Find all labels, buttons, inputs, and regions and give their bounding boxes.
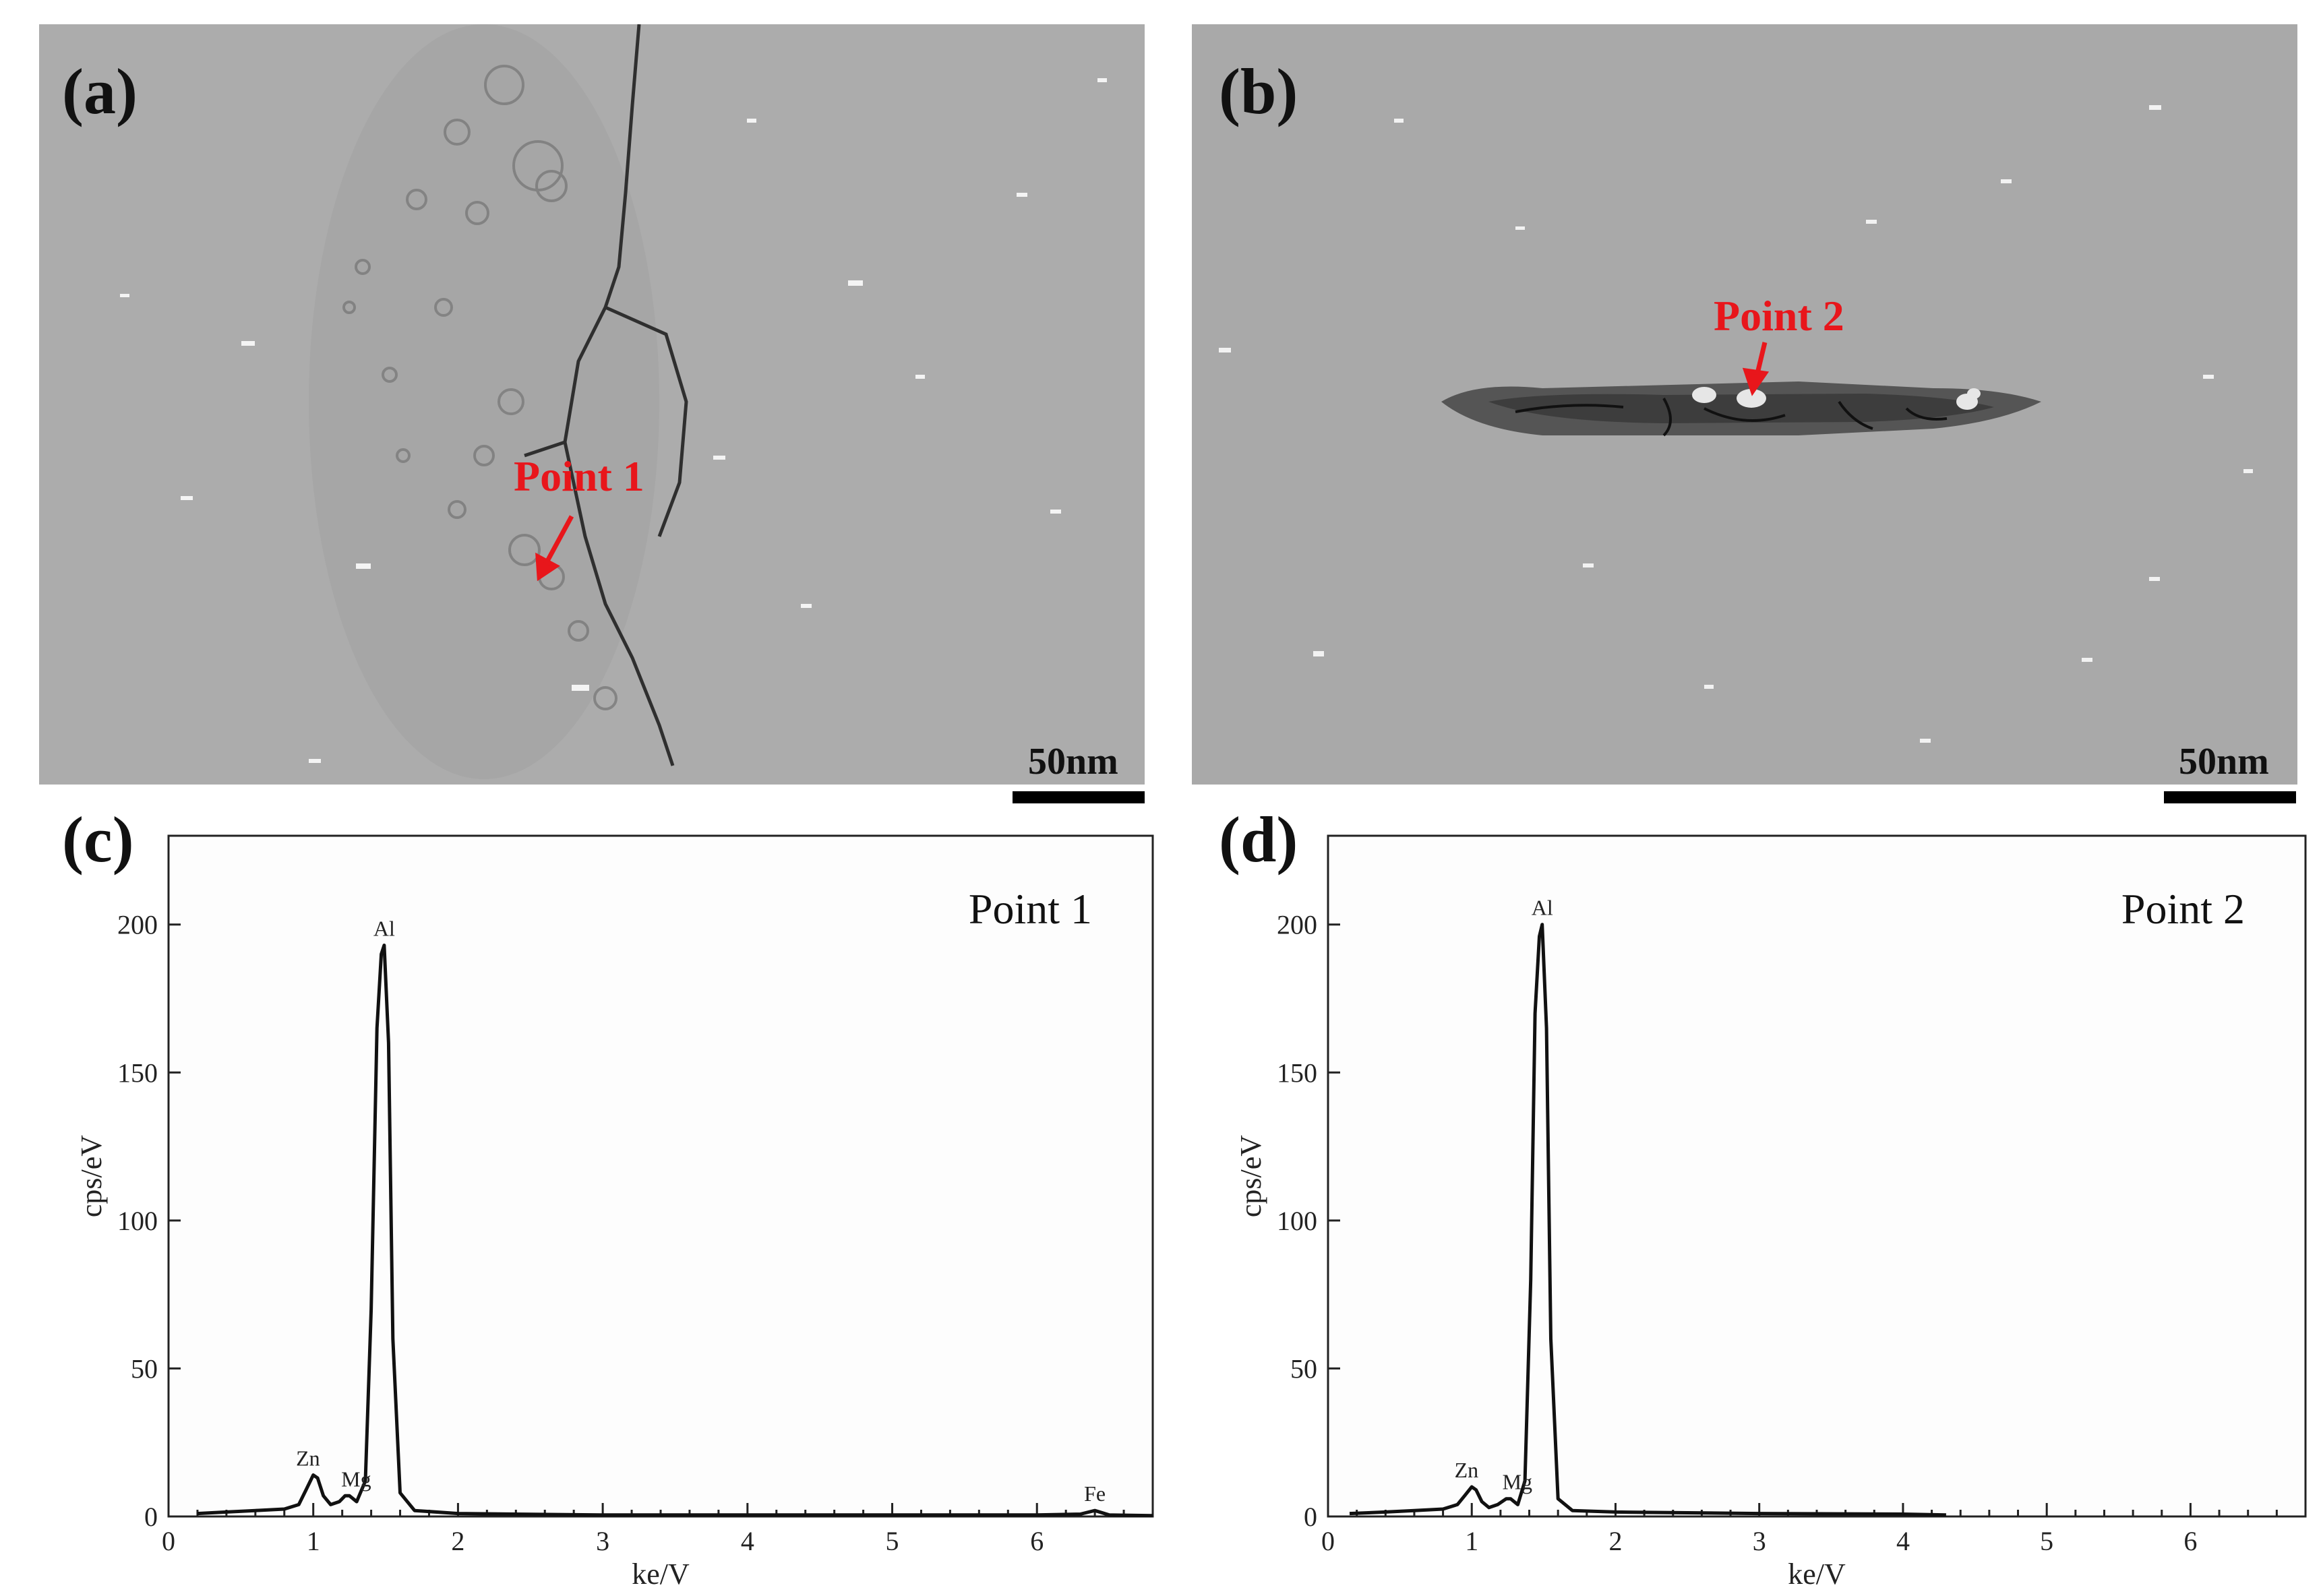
- scale-bar-label-b: 50nm: [2179, 741, 2269, 782]
- x-tick-label: 0: [1321, 1526, 1335, 1556]
- eds-chart-c: 0 50 100 150 200 0 1 2 3 4 5 6 ke/V cps/eV Point 1 Zn Mg…: [67, 829, 1159, 1591]
- x-tick-label: 1: [1465, 1526, 1478, 1556]
- y-tick-label: 50: [131, 1353, 158, 1384]
- y-tick-label: 150: [117, 1057, 158, 1088]
- x-axis-label: ke/V: [1788, 1558, 1846, 1591]
- chart-title: Point 1: [969, 885, 1092, 933]
- y-tick-label: 100: [117, 1206, 158, 1236]
- y-axis-label: cps/eV: [75, 1135, 108, 1217]
- sem-texture-b: [1192, 24, 2297, 785]
- eds-plot-c: 0 50 100 150 200 0 1 2 3 4 5 6 ke/V cps/eV Point 1 Zn Mg…: [75, 834, 1154, 1591]
- x-tick-label: 6: [2183, 1526, 2197, 1556]
- spectrum-line: [197, 944, 1153, 1518]
- y-tick-label: 200: [117, 910, 158, 940]
- chart-title: Point 2: [2121, 885, 2245, 933]
- x-tick-label: 2: [451, 1526, 464, 1556]
- x-tick-label: 6: [1030, 1526, 1044, 1556]
- peak-label-zn: Zn: [296, 1446, 320, 1471]
- plot-frame: [1327, 834, 2307, 1518]
- plot-frame: [167, 834, 1154, 1518]
- x-tick-label: 4: [1896, 1526, 1910, 1556]
- scale-bar-a: [1013, 791, 1145, 803]
- y-tick-label: 0: [144, 1502, 158, 1532]
- peak-label-mg: Mg: [341, 1467, 371, 1491]
- peak-label-zn: Zn: [1455, 1458, 1479, 1482]
- y-axis-label: cps/eV: [1234, 1135, 1267, 1217]
- panel-label-d: (d): [1219, 803, 1298, 876]
- y-tick-label: 100: [1277, 1206, 1317, 1236]
- x-tick-label: 5: [886, 1526, 899, 1556]
- peak-label-fe: Fe: [1084, 1481, 1106, 1506]
- y-tick-label: 0: [1304, 1502, 1317, 1532]
- eds-plot-d: 0 50 100 150 200 0 1 2 3 4 5 6 ke/V cps/eV Point 2 Zn Mg…: [1234, 834, 2307, 1591]
- scale-bar-label-a: 50nm: [1028, 741, 1118, 782]
- sem-texture-a: [39, 24, 1145, 785]
- scale-bar-b: [2164, 791, 2296, 803]
- x-tick-label: 3: [1753, 1526, 1766, 1556]
- annotation-point-2: Point 2: [1714, 292, 1844, 340]
- x-tick-label: 1: [307, 1526, 320, 1556]
- sem-image-a: [39, 24, 1145, 785]
- peak-label-al: Al: [1532, 896, 1553, 920]
- peak-label-al: Al: [373, 916, 395, 940]
- x-tick-label: 4: [741, 1526, 754, 1556]
- panel-label-a: (a): [62, 55, 138, 127]
- x-tick-label: 3: [596, 1526, 609, 1556]
- panel-label-b: (b): [1219, 55, 1298, 127]
- spectrum-line: [1349, 923, 1946, 1517]
- x-tick-label: 2: [1608, 1526, 1622, 1556]
- x-axis-label: ke/V: [632, 1558, 690, 1591]
- panel-label-c: (c): [62, 803, 134, 876]
- sem-image-b: [1192, 24, 2297, 785]
- y-tick-label: 50: [1290, 1353, 1317, 1384]
- peak-label-mg: Mg: [1503, 1470, 1532, 1494]
- annotation-point-1: Point 1: [514, 452, 644, 500]
- x-tick-label: 5: [2040, 1526, 2053, 1556]
- y-tick-label: 200: [1277, 910, 1317, 940]
- y-tick-label: 150: [1277, 1057, 1317, 1088]
- eds-chart-d: 0 50 100 150 200 0 1 2 3 4 5 6 ke/V cps/eV Point 2 Zn Mg…: [1227, 829, 2312, 1591]
- x-tick-label: 0: [162, 1526, 175, 1556]
